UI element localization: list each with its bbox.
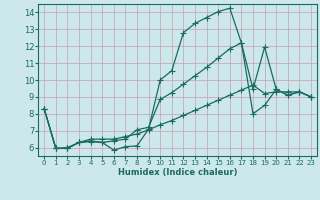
X-axis label: Humidex (Indice chaleur): Humidex (Indice chaleur): [118, 168, 237, 177]
